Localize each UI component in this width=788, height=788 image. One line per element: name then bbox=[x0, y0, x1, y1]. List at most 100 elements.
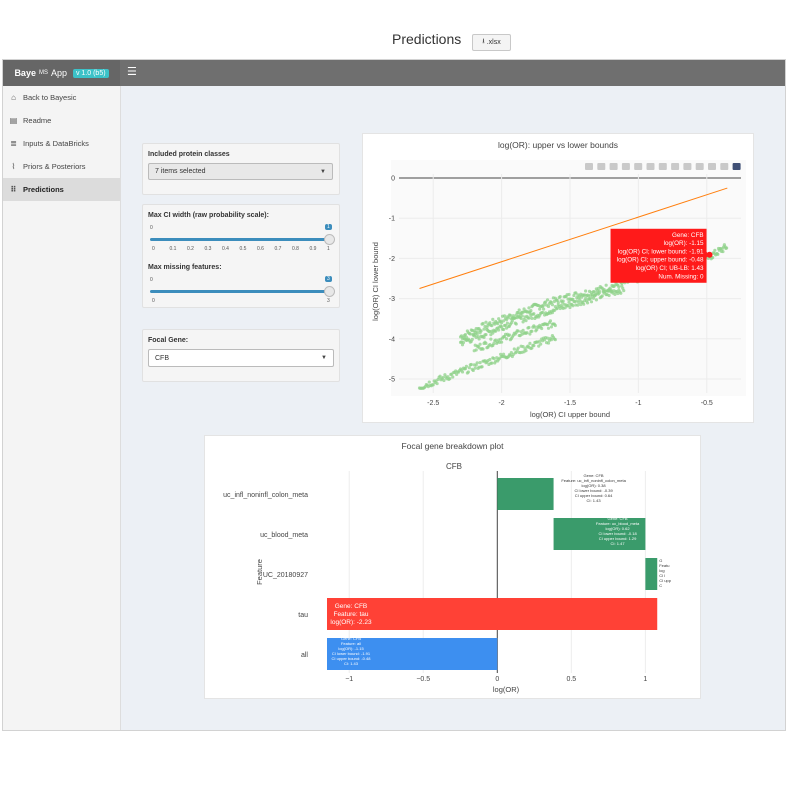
scatter-point bbox=[604, 283, 608, 287]
scatter-point bbox=[517, 308, 521, 312]
scatter-point bbox=[484, 341, 488, 345]
ci-width-tick: 0.3 bbox=[204, 246, 212, 252]
scatter-point bbox=[512, 316, 516, 321]
scatter-point bbox=[527, 325, 531, 330]
bar-detail-label: CI: 1.43 bbox=[344, 661, 359, 666]
scatter-point bbox=[475, 332, 479, 336]
tooltip-line: log(OR): -1.15 bbox=[664, 240, 704, 247]
bar bbox=[327, 598, 658, 630]
sidebar-item-inputs[interactable]: ≣ Inputs & DataBricks bbox=[3, 132, 120, 155]
bar-detail-label: CI: 1.43 bbox=[587, 498, 602, 503]
scatter-point bbox=[505, 321, 510, 325]
bar-detail-label: CI: 1.47 bbox=[611, 541, 626, 546]
scatter-point bbox=[466, 370, 470, 374]
scatter-point bbox=[451, 375, 455, 379]
hover-tooltip bbox=[610, 228, 707, 283]
scatter-point bbox=[481, 347, 485, 351]
sidebar-item-label: Inputs & DataBricks bbox=[23, 139, 89, 148]
ci-width-badge: 1 bbox=[325, 224, 332, 230]
scatter-point bbox=[527, 306, 531, 310]
ci-width-label: Max CI width (raw probability scale): bbox=[148, 212, 269, 219]
hamburger-icon[interactable]: ☰ bbox=[127, 66, 137, 78]
scatter-point bbox=[549, 325, 554, 329]
ci-width-tick: 0 bbox=[152, 246, 155, 252]
scatter-point bbox=[504, 318, 509, 322]
line-chart-icon: ⌇ bbox=[11, 162, 16, 171]
ci-width-tick: 0.6 bbox=[257, 246, 264, 252]
scatter-point bbox=[494, 329, 498, 333]
ci-width-min: 0 bbox=[150, 225, 153, 231]
book-icon: ▤ bbox=[9, 116, 18, 125]
scatter-point bbox=[525, 331, 529, 335]
bar-detail-label: CI upper bound: 0.64 bbox=[575, 493, 613, 498]
scatter-point bbox=[546, 326, 551, 330]
scatter-panel: log(OR): upper vs lower bounds 0 -1 -2 -3 -4… bbox=[362, 133, 754, 423]
scatter-point bbox=[578, 298, 582, 302]
bar-detail-label: CI upper bound: -0.48 bbox=[332, 656, 372, 661]
bar-detail-label: Gene: CFB bbox=[584, 473, 604, 478]
scatter-point bbox=[592, 290, 597, 294]
scatter-point bbox=[556, 301, 560, 305]
sidebar-item-predictions[interactable]: ⠿ Predictions bbox=[3, 178, 120, 201]
ci-width-slider-track[interactable] bbox=[150, 238, 329, 241]
scatter-point bbox=[497, 328, 501, 332]
focal-gene-select[interactable]: CFB ▼ bbox=[148, 349, 334, 367]
slider-well: Max CI width (raw probability scale): 0 … bbox=[142, 204, 340, 308]
scatter-point bbox=[520, 314, 524, 318]
scatter-point bbox=[469, 362, 473, 367]
tau-bar-label: Feature: tau bbox=[333, 611, 368, 618]
bar-detail-label: CI lower bound: -1.91 bbox=[332, 651, 371, 656]
scatter-point bbox=[480, 365, 484, 369]
scatter-point bbox=[496, 322, 500, 326]
x-axis-label: log(OR) bbox=[493, 685, 520, 694]
bar-detail-label: Gene: CFB bbox=[341, 636, 361, 641]
scatter-point bbox=[510, 319, 514, 323]
scatter-point bbox=[455, 372, 459, 377]
scatter-point bbox=[481, 321, 485, 326]
scatter-point bbox=[502, 314, 507, 318]
sidebar-item-readme[interactable]: ▤ Readme bbox=[3, 109, 120, 132]
scatter-point bbox=[475, 361, 479, 365]
autoscale-icon bbox=[671, 163, 680, 170]
download-xlsx-button[interactable]: ⭳ .xlsx bbox=[472, 34, 511, 51]
sidebar-item-label: Readme bbox=[23, 116, 52, 125]
x-axis-label: log(OR) CI upper bound bbox=[530, 410, 610, 419]
scatter-point bbox=[464, 364, 469, 368]
scatter-point bbox=[567, 292, 571, 297]
pan-icon bbox=[609, 163, 618, 170]
ci-width-slider-handle[interactable] bbox=[324, 234, 335, 245]
sidebar-item-priors[interactable]: ⌇ Priors & Posteriors bbox=[3, 155, 120, 178]
ci-width-tick: 0.2 bbox=[187, 246, 194, 252]
brand-logo[interactable]: Baye MS App v 1.0 (b5) bbox=[3, 60, 120, 86]
scatter-point bbox=[588, 296, 593, 300]
download-label: .xlsx bbox=[486, 39, 501, 46]
scatter-point bbox=[533, 325, 537, 329]
brand-sub: MS bbox=[38, 70, 48, 76]
y-tick-label: -5 bbox=[389, 376, 395, 383]
reference-line bbox=[419, 187, 728, 290]
scatter-point bbox=[522, 307, 526, 311]
sidebar-item-back[interactable]: ⌂ Back to Bayesic bbox=[3, 86, 120, 109]
missing-slider-handle[interactable] bbox=[324, 286, 335, 297]
lasso-icon bbox=[634, 163, 643, 170]
scatter-point bbox=[584, 296, 588, 300]
scatter-point bbox=[491, 317, 495, 321]
version-badge: v 1.0 (b5) bbox=[72, 68, 109, 78]
missing-slider-track[interactable] bbox=[150, 290, 329, 293]
protein-classes-select[interactable]: 7 items selected ▼ bbox=[148, 163, 333, 180]
breakdown-title: Focal gene breakdown plot bbox=[401, 441, 504, 451]
x-tick-label: 0.5 bbox=[566, 676, 576, 683]
caret-down-icon: ▼ bbox=[320, 168, 326, 175]
scatter-point bbox=[474, 348, 478, 352]
scatter-chart: 0 -1 -2 -3 -4 -5 -2.5 -2 -1.5 -1 -0.5 log(OR) CI up… bbox=[371, 160, 746, 419]
scatter-point bbox=[585, 301, 590, 305]
x-tick-label: 0 bbox=[495, 676, 499, 683]
scatter-point bbox=[561, 299, 565, 303]
y-axis-label: log(OR) CI lower bound bbox=[371, 242, 380, 321]
scatter-point bbox=[619, 291, 623, 295]
scatter-point bbox=[596, 286, 600, 291]
scatter-point bbox=[490, 361, 494, 365]
scatter-point bbox=[574, 291, 578, 295]
y-axis-label: Feature bbox=[255, 559, 264, 585]
tooltip-pointer bbox=[706, 251, 709, 258]
